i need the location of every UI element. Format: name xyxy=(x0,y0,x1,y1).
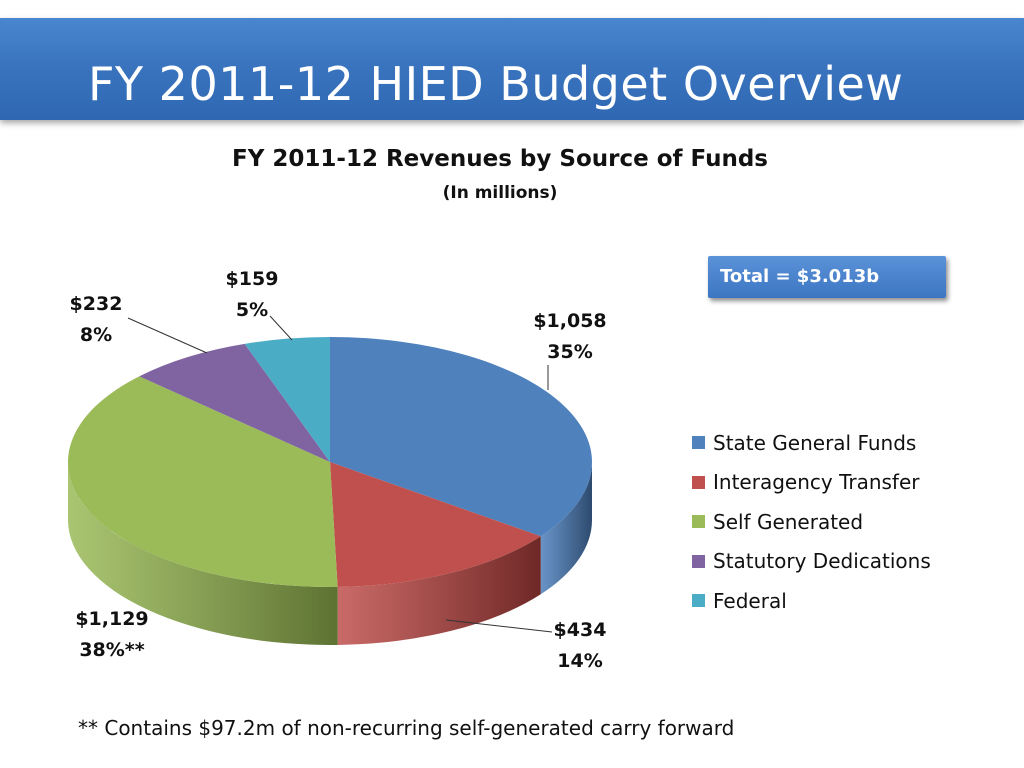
pie-slice-statutory-dedications xyxy=(139,343,330,462)
pie-slice-federal xyxy=(244,337,330,462)
data-label-amount: $1,058 xyxy=(533,310,606,332)
legend-swatch xyxy=(692,554,705,568)
legend-label: Statutory Dedications xyxy=(713,549,931,574)
pie-slice-interagency-transfer xyxy=(330,462,541,587)
legend-label: Self Generated xyxy=(713,509,864,534)
legend-swatch xyxy=(692,436,705,450)
pie-slice-state-general-funds xyxy=(330,337,592,537)
pie-slice-self-generated xyxy=(67,376,338,587)
legend-item: Statutory Dedications xyxy=(692,542,931,582)
data-label-amount: $1,129 xyxy=(75,608,148,630)
chart-title: FY 2011-12 Revenues by Source of Funds xyxy=(232,146,768,172)
data-label-percent: 5% xyxy=(236,299,268,321)
data-label-percent: 38%** xyxy=(79,639,144,661)
legend-item: State General Funds xyxy=(692,423,931,463)
leader-line xyxy=(269,315,293,341)
title-bar: FY 2011-12 HIED Budget Overview xyxy=(0,18,1024,120)
legend-label: Federal xyxy=(713,588,787,613)
data-label-percent: 8% xyxy=(80,324,112,346)
legend-label: State General Funds xyxy=(713,430,917,455)
total-label: Total = $3.013b xyxy=(720,266,880,287)
chart-subtitle: (In millions) xyxy=(442,183,558,203)
legend-label: Interagency Transfer xyxy=(713,470,920,495)
legend-item: Federal xyxy=(692,581,931,621)
total-box: Total = $3.013b xyxy=(708,256,946,298)
pie-side-0 xyxy=(540,462,592,595)
footnote: ** Contains $97.2m of non-recurring self… xyxy=(78,716,735,740)
chart-legend: State General Funds Interagency Transfer S… xyxy=(692,423,931,621)
legend-swatch xyxy=(692,475,705,489)
legend-swatch xyxy=(692,515,705,529)
legend-item: Interagency Transfer xyxy=(692,463,931,503)
data-label-amount: $159 xyxy=(226,268,279,290)
legend-item: Self Generated xyxy=(692,502,931,542)
leader-line xyxy=(127,317,208,354)
data-label-amount: $434 xyxy=(554,619,607,641)
data-label-percent: 14% xyxy=(557,650,602,672)
data-label-amount: $232 xyxy=(70,293,123,315)
pie-sides xyxy=(68,462,592,645)
slide-title: FY 2011-12 HIED Budget Overview xyxy=(88,57,904,111)
data-label-percent: 35% xyxy=(547,341,592,363)
leader-line xyxy=(445,619,553,633)
pie-side-2 xyxy=(68,462,338,645)
pie-side-1 xyxy=(337,536,541,645)
legend-swatch xyxy=(692,594,705,608)
